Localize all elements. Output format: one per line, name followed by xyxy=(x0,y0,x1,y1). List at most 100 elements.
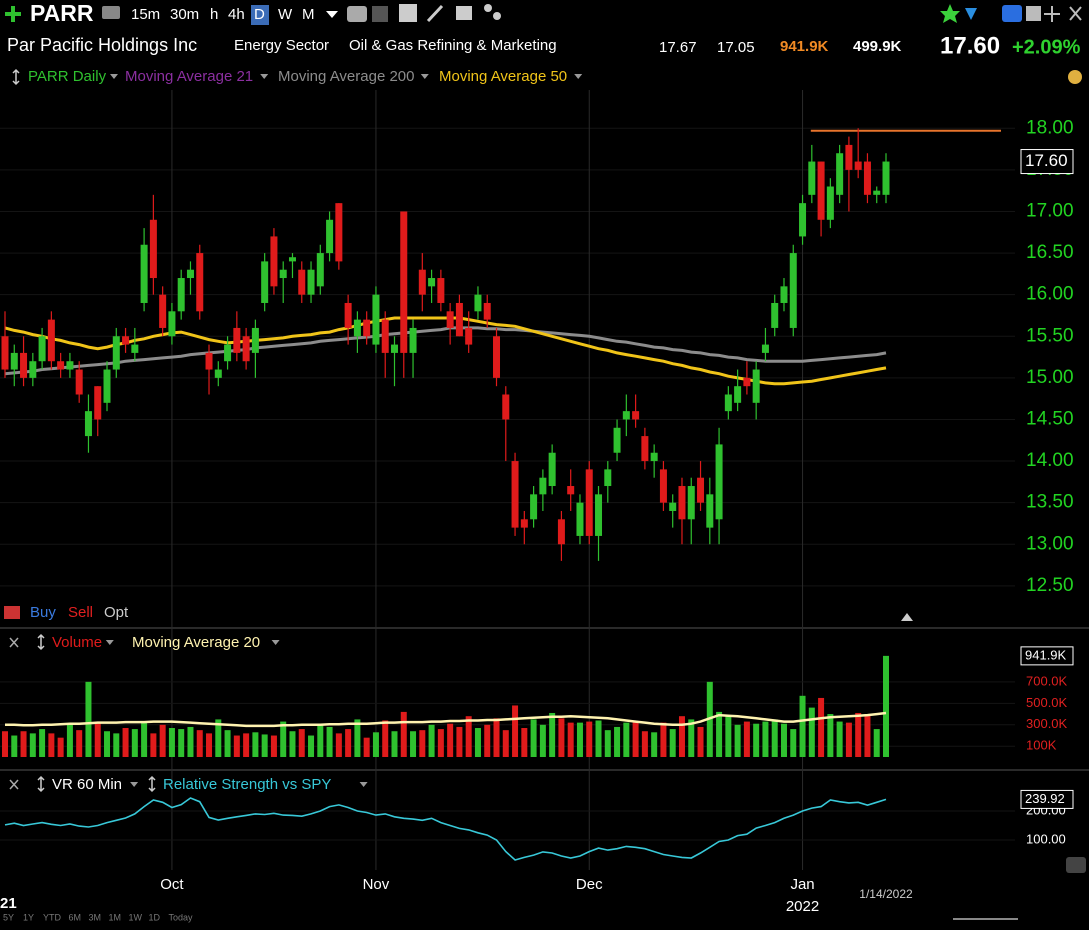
icon[interactable] xyxy=(965,8,977,20)
timeframe-button[interactable]: 30m xyxy=(170,6,199,23)
candle-body xyxy=(474,294,482,312)
y-tick-label: 100K xyxy=(1026,738,1057,753)
trade-icon[interactable] xyxy=(4,606,20,619)
reorder-icon[interactable] xyxy=(12,68,20,86)
volume-bar xyxy=(85,681,92,757)
candle-body xyxy=(316,253,324,287)
icon[interactable] xyxy=(493,12,501,20)
collapse-icon[interactable] xyxy=(901,613,913,621)
legend-dropdown[interactable] xyxy=(574,74,583,79)
volume-bar xyxy=(716,711,723,757)
dropdown[interactable] xyxy=(326,11,338,18)
candle-body xyxy=(659,469,667,503)
y-tick-label: 18.00 xyxy=(1026,117,1074,138)
opt-button[interactable]: Opt xyxy=(104,604,129,621)
volume-bar xyxy=(632,721,639,757)
legend-dropdown[interactable] xyxy=(130,782,139,787)
icon[interactable] xyxy=(1044,6,1060,22)
timeframe-button[interactable]: W xyxy=(278,6,293,23)
close-pane[interactable] xyxy=(9,779,19,790)
y-tick-label: 13.50 xyxy=(1026,492,1074,513)
candle-body xyxy=(595,494,603,536)
icon[interactable] xyxy=(426,4,444,23)
timeframe-button[interactable]: M xyxy=(302,6,315,23)
legend-dropdown[interactable] xyxy=(110,74,118,79)
scroll-button[interactable] xyxy=(1066,857,1086,873)
legend-item[interactable]: VR 60 Min xyxy=(52,776,122,793)
range-button[interactable]: YTD xyxy=(43,912,62,922)
icon[interactable] xyxy=(484,4,492,12)
low: 17.05 xyxy=(717,39,755,56)
reorder-icon[interactable] xyxy=(148,775,156,793)
volume-bar xyxy=(456,726,463,757)
volume-bar xyxy=(66,724,73,757)
volume-bar xyxy=(298,729,305,757)
icon[interactable] xyxy=(372,6,388,22)
star-icon[interactable] xyxy=(940,4,960,23)
sell-button[interactable]: Sell xyxy=(68,604,93,621)
volume-bar xyxy=(678,716,685,757)
timeframe-button[interactable]: 4h xyxy=(228,6,245,23)
candle-body xyxy=(10,352,18,370)
icon[interactable] xyxy=(1026,6,1041,21)
x-tick-label: Nov xyxy=(363,876,390,893)
range-button[interactable]: 1D xyxy=(149,912,161,922)
volume-bar xyxy=(20,731,27,757)
buy-button[interactable]: Buy xyxy=(30,604,56,621)
legend-dropdown[interactable] xyxy=(271,640,280,645)
legend-item[interactable]: Moving Average 200 xyxy=(278,68,415,85)
icon[interactable] xyxy=(399,4,417,22)
icon[interactable] xyxy=(347,6,367,22)
legend-item[interactable]: Volume xyxy=(52,634,102,651)
volume-bar xyxy=(252,732,259,757)
volume-bar xyxy=(484,724,491,757)
timeframe-button[interactable]: 15m xyxy=(131,6,160,23)
range-button[interactable]: 1Y xyxy=(23,912,34,922)
icon[interactable] xyxy=(1068,70,1082,84)
year-label: 2022 xyxy=(786,898,819,915)
add-icon[interactable] xyxy=(5,6,21,22)
range-button[interactable]: 5Y xyxy=(3,912,14,922)
candle-body xyxy=(214,369,222,378)
range-button[interactable]: 1M xyxy=(109,912,122,922)
icon[interactable] xyxy=(102,6,120,19)
legend-dropdown[interactable] xyxy=(260,74,269,79)
candle-body xyxy=(20,352,28,378)
symbol[interactable]: PARR xyxy=(30,0,94,26)
range-button[interactable]: 3M xyxy=(89,912,102,922)
volume-bar xyxy=(289,731,296,757)
reorder-icon[interactable] xyxy=(37,633,45,651)
timeframe-button[interactable]: D xyxy=(254,6,265,23)
range-button[interactable]: 1W xyxy=(129,912,143,922)
candle-body xyxy=(771,302,779,328)
candle-body xyxy=(344,302,352,328)
candle-body xyxy=(632,411,640,420)
legend-item[interactable]: Relative Strength vs SPY xyxy=(163,776,331,793)
close-pane[interactable] xyxy=(9,637,19,648)
legend-item[interactable]: PARR Daily xyxy=(28,68,107,85)
volume-bar xyxy=(11,735,18,757)
legend-item[interactable]: Moving Average 50 xyxy=(439,68,567,85)
legend-item[interactable]: Moving Average 21 xyxy=(125,68,253,85)
candle-body xyxy=(149,219,157,279)
range-button[interactable]: 6M xyxy=(69,912,82,922)
volume-bar xyxy=(317,724,324,757)
range-button[interactable]: Today xyxy=(169,912,194,922)
candle-body xyxy=(186,269,194,279)
icon[interactable] xyxy=(456,6,472,20)
candle-body xyxy=(251,327,259,353)
icon[interactable] xyxy=(1002,5,1022,22)
legend-item[interactable]: Moving Average 20 xyxy=(132,634,260,651)
candle-body xyxy=(390,344,398,353)
legend-dropdown[interactable] xyxy=(420,74,429,79)
timeframe-button[interactable]: h xyxy=(210,6,218,23)
candle-body xyxy=(372,294,380,345)
legend-dropdown[interactable] xyxy=(359,782,368,787)
candle-body xyxy=(75,369,83,395)
high: 17.67 xyxy=(659,39,697,56)
volume-bar xyxy=(104,731,111,757)
volume-bar xyxy=(818,697,825,757)
legend-dropdown[interactable] xyxy=(105,640,114,645)
reorder-icon[interactable] xyxy=(37,775,45,793)
close-icon[interactable] xyxy=(1069,6,1082,21)
